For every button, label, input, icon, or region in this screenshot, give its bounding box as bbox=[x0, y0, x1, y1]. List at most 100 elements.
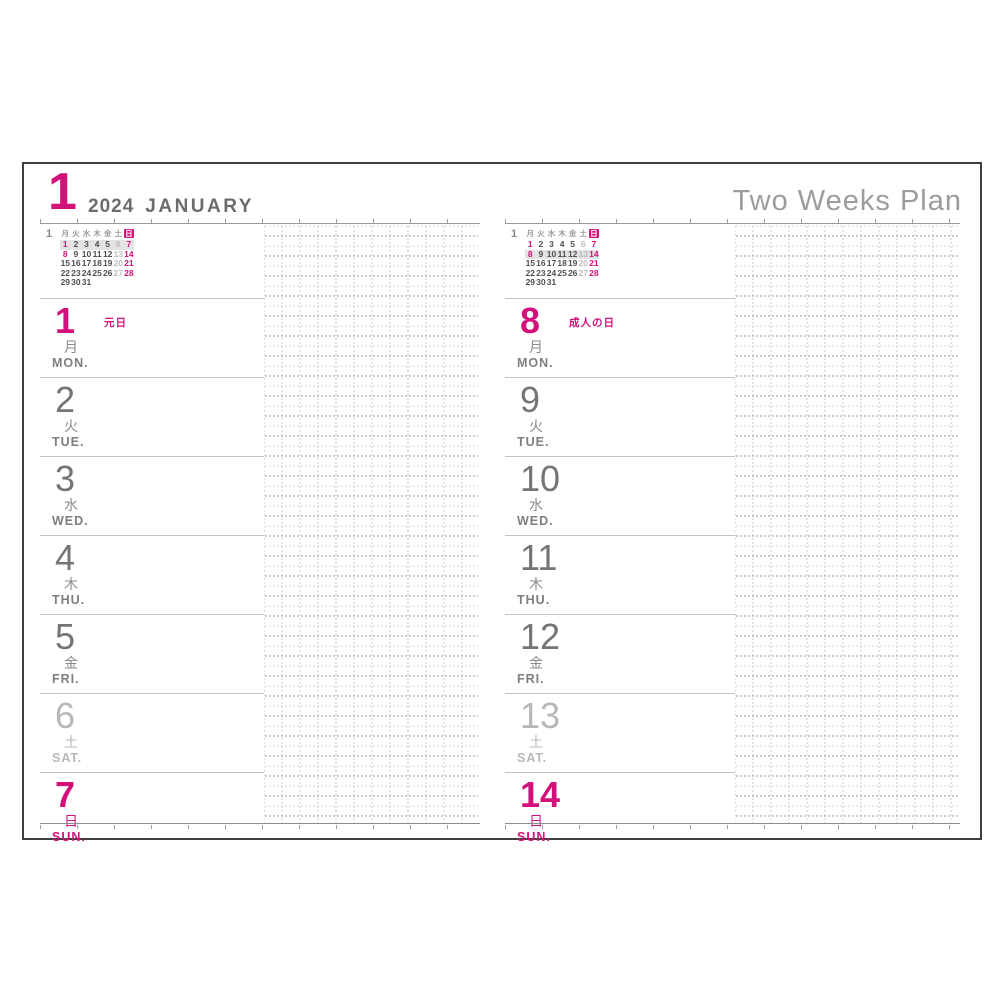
minical-day-cell bbox=[557, 278, 568, 288]
minical-day-cell: 8 bbox=[527, 248, 533, 259]
minical-weekday-header: 金 bbox=[103, 228, 112, 238]
minical-day-cell: 8 bbox=[62, 248, 68, 259]
minical-day-cell: 15 bbox=[60, 258, 71, 268]
weekday-abbreviation: THU. bbox=[517, 593, 551, 607]
minical-week-cells: 29 30 31 bbox=[525, 277, 599, 288]
mini-calendar: 1 月火水木金土日 1 2 3 4 5 6 7 8 9 10 11 12 13 14 15 16 17 18 19 20 2… bbox=[46, 227, 135, 288]
minical-weekday-header: 火 bbox=[72, 228, 80, 238]
weekday-abbreviation: SAT. bbox=[52, 751, 83, 765]
minical-weekday-header: 月 bbox=[61, 228, 70, 238]
minical-week-row: 15 16 17 18 19 20 21 bbox=[46, 258, 134, 269]
page-left: 1 月火水木金土日 1 2 3 4 5 6 7 8 9 10 11 12 13 14 15 16 17 18 19 20 2… bbox=[40, 164, 480, 844]
minical-day-cell bbox=[113, 278, 124, 288]
minical-week-row: 8 9 10 11 12 13 14 bbox=[46, 248, 134, 260]
day-row-13: 13 土 SAT. bbox=[505, 698, 735, 773]
minical-week-cells: 22 23 24 25 26 27 28 bbox=[525, 267, 599, 279]
minical-day-cell: 3 bbox=[84, 239, 89, 249]
weekday-abbreviation: SUN. bbox=[52, 830, 86, 844]
day-row-3: 3 水 WED. bbox=[40, 461, 264, 536]
top-tick-ruler bbox=[505, 219, 960, 223]
minical-day-cell: 4 bbox=[94, 239, 100, 249]
minical-day-cell: 10 bbox=[546, 248, 557, 259]
day-row-5: 5 金 FRI. bbox=[40, 619, 264, 694]
minical-day-cell: 20 bbox=[578, 258, 588, 268]
weekday-kanji: 日 bbox=[64, 813, 78, 829]
minical-day-cell bbox=[92, 278, 103, 288]
weekday-kanji: 月 bbox=[64, 339, 78, 355]
top-rule bbox=[505, 223, 960, 224]
minical-day-cell: 6 bbox=[580, 239, 586, 249]
weekday-kanji: 水 bbox=[64, 497, 78, 513]
minical-week-cells: 15 16 17 18 19 20 21 bbox=[60, 258, 134, 269]
day-row-14: 14 日 SUN. bbox=[505, 777, 735, 851]
weekday-kanji: 水 bbox=[529, 497, 543, 513]
minical-day-cell: 6 bbox=[115, 239, 121, 249]
weekday-abbreviation: WED. bbox=[52, 514, 89, 528]
minical-week-cells: 8 9 10 11 12 13 14 bbox=[60, 248, 134, 260]
minical-day-cell bbox=[567, 278, 578, 288]
minical-day-cell: 23 bbox=[536, 267, 546, 278]
top-rule bbox=[40, 223, 480, 224]
minical-day-cell: 18 bbox=[92, 258, 102, 268]
minical-day-cell: 17 bbox=[81, 258, 92, 268]
weekday-abbreviation: FRI. bbox=[52, 672, 80, 686]
minical-day-cell: 13 bbox=[578, 248, 588, 259]
weekday-kanji: 木 bbox=[64, 576, 78, 592]
minical-day-cell bbox=[102, 278, 113, 288]
minical-day-cell: 26 bbox=[567, 267, 578, 278]
minical-day-cell: 9 bbox=[73, 248, 79, 259]
minical-day-cell: 14 bbox=[589, 248, 599, 259]
minical-day-cell: 29 bbox=[525, 277, 536, 287]
minical-weekday-header: 水 bbox=[547, 228, 556, 238]
minical-day-cell: 4 bbox=[559, 239, 565, 249]
minical-week-cells: 8 9 10 11 12 13 14 bbox=[525, 248, 600, 259]
minical-day-cell: 14 bbox=[124, 248, 134, 259]
minical-day-cell: 11 bbox=[92, 248, 102, 259]
day-number: 8 bbox=[520, 300, 541, 341]
holiday-label: 元日 bbox=[104, 317, 127, 329]
minical-day-cell: 24 bbox=[81, 267, 92, 278]
minical-day-cell: 18 bbox=[557, 258, 567, 268]
weekday-kanji: 金 bbox=[529, 655, 543, 671]
weekday-abbreviation: THU. bbox=[52, 593, 86, 607]
day-row-12: 12 金 FRI. bbox=[505, 619, 735, 694]
minical-day-cell: 17 bbox=[546, 258, 557, 268]
minical-week-row: 22 23 24 25 26 27 28 bbox=[46, 267, 134, 279]
minical-day-cell: 24 bbox=[546, 267, 557, 278]
weekday-kanji: 火 bbox=[529, 418, 543, 434]
minical-day-cell: 22 bbox=[60, 267, 71, 278]
minical-weekday-header: 土 bbox=[114, 228, 123, 238]
weekday-abbreviation: SUN. bbox=[517, 830, 551, 844]
day-row-1: 1 元日月 MON. bbox=[40, 303, 264, 378]
minical-day-cell: 21 bbox=[589, 258, 599, 268]
weekday-abbreviation: SAT. bbox=[517, 751, 548, 765]
month-number: 1 bbox=[48, 163, 77, 221]
minical-day-cell: 11 bbox=[557, 248, 567, 259]
day-number: 13 bbox=[520, 695, 561, 736]
weekday-abbreviation: MON. bbox=[52, 356, 89, 370]
minical-day-cell: 22 bbox=[525, 267, 536, 278]
day-rows: 1 元日月 MON. 2 火 TUE. 3 水 WED. 4 木 THU. 5 金 FRI. 6 土 SAT. 7 日… bbox=[40, 298, 264, 851]
minical-week-row: 29 30 31 bbox=[511, 277, 599, 288]
minical-day-cell: 13 bbox=[113, 248, 123, 259]
top-tick-ruler bbox=[40, 219, 480, 223]
day-row-6: 6 土 SAT. bbox=[40, 698, 264, 773]
minical-day-cell: 3 bbox=[549, 239, 554, 249]
day-number: 9 bbox=[520, 379, 541, 420]
minical-day-cell: 5 bbox=[570, 239, 576, 249]
minical-weekday-header: 火 bbox=[537, 228, 545, 238]
minical-day-cell: 30 bbox=[71, 277, 81, 287]
minical-day-cell: 21 bbox=[124, 258, 134, 268]
dot-grid-notes-area bbox=[264, 225, 478, 823]
minical-day-cell: 16 bbox=[536, 258, 546, 268]
day-number: 6 bbox=[55, 695, 76, 736]
day-number: 10 bbox=[520, 458, 561, 499]
minical-month-label: 1 bbox=[46, 227, 53, 240]
minical-weekday-header: 土 bbox=[579, 228, 588, 238]
minical-day-cell: 20 bbox=[113, 258, 123, 268]
minical-week-row: 8 9 10 11 12 13 14 bbox=[511, 248, 600, 259]
